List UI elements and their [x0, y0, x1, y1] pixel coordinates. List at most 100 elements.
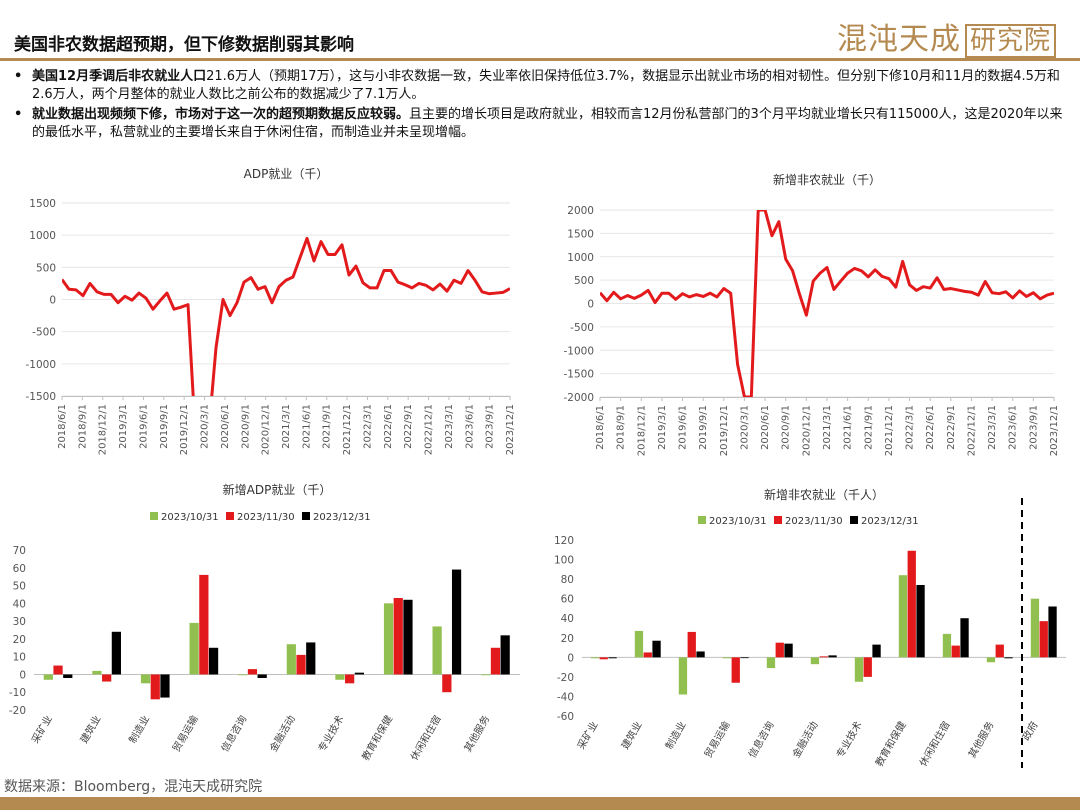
- bar: [687, 631, 696, 658]
- bar: [189, 622, 199, 675]
- category-label: 专业技术: [833, 719, 864, 760]
- y-tick-label: 50: [13, 581, 26, 593]
- bar: [306, 642, 316, 675]
- y-tick-label: 40: [561, 613, 574, 625]
- y-tick-label: -20: [557, 672, 574, 684]
- series-line: [600, 210, 1054, 397]
- x-tick-label: 2023/9/1: [485, 404, 496, 449]
- brand-logo: 混沌天成 研究院: [837, 14, 1056, 58]
- y-tick-label: 20: [13, 634, 26, 646]
- adp-line-chart: ADP就业（千） 1500 1000 500 0 -500 -1000 -1500 2018/6…: [0, 160, 530, 460]
- bottom-bar: [0, 797, 1080, 810]
- legend-swatch: [302, 512, 310, 520]
- legend-swatch: [226, 512, 234, 520]
- category-label: 采矿业: [574, 719, 600, 751]
- y-tick-label: 0: [19, 669, 26, 681]
- category-label: 教育和保健: [359, 713, 395, 763]
- category-label: 专业技术: [315, 713, 346, 754]
- bar: [643, 652, 652, 658]
- y-tick-label: -1000: [563, 345, 594, 357]
- y-tick-label: -10: [9, 687, 26, 699]
- x-tick-label: 2020/12/1: [801, 405, 812, 456]
- y-tick-label: -1500: [25, 391, 56, 403]
- x-tick-label: 2021/9/1: [322, 404, 333, 449]
- x-tick-label: 2023/3/1: [987, 405, 998, 450]
- bar: [775, 642, 784, 658]
- bar: [986, 657, 996, 663]
- y-tick-label: 500: [574, 275, 594, 287]
- y-tick-label: -500: [570, 322, 594, 334]
- bar: [599, 657, 608, 660]
- bar: [608, 657, 617, 659]
- legend-label: 2023/10/31: [161, 512, 219, 523]
- legend-swatch: [774, 516, 782, 524]
- bar: [451, 569, 462, 675]
- bar: [432, 626, 442, 675]
- x-tick-label: 2018/6/1: [57, 404, 68, 449]
- y-tick-label: 1500: [29, 198, 56, 210]
- bar: [907, 550, 916, 658]
- bar: [286, 644, 296, 675]
- category-label: 建筑业: [77, 713, 103, 745]
- chart-title: 新增非农就业（千）: [773, 172, 881, 187]
- category-label: 建筑业: [618, 719, 644, 751]
- bullet-lead: 就业数据出现频频下修，市场对于这一次的超预期数据反应较弱。: [32, 107, 410, 122]
- category-label: 采矿业: [29, 713, 55, 745]
- bar: [92, 670, 102, 675]
- y-tick-label: -2000: [563, 392, 594, 404]
- x-tick-label: 2021/3/1: [822, 405, 833, 450]
- bullet-item: 美国12月季调后非农就业人口21.6万人（预期17万），这与小非农数据一致，失业…: [10, 68, 1072, 103]
- y-tick-label: -60: [557, 711, 574, 723]
- category-label: 休闲和住宿: [916, 719, 952, 769]
- x-tick-label: 2022/9/1: [946, 405, 957, 450]
- bar-chart-svg: 新增非农就业（千人） 2023/10/31 2023/11/30 2023/12/31…: [554, 487, 1066, 769]
- bar: [354, 672, 364, 675]
- x-tick-label: 2021/12/1: [884, 405, 895, 456]
- x-tick-label: 2019/3/1: [657, 405, 668, 450]
- logo-text: 混沌天成: [836, 22, 961, 57]
- y-tick-label: 70: [13, 545, 26, 557]
- bar: [208, 647, 219, 675]
- bar-chart-svg: 新增ADP就业（千） 2023/10/31 2023/11/30 2023/12/31…: [9, 482, 520, 763]
- bar: [960, 618, 969, 658]
- logo-box-text: 研究院: [964, 24, 1056, 58]
- x-tick-label: 2019/12/1: [179, 404, 190, 455]
- bar: [403, 599, 413, 675]
- x-tick-label: 2023/3/1: [444, 404, 455, 449]
- x-tick-label: 2023/9/1: [1028, 405, 1039, 450]
- legend-swatch: [150, 512, 158, 520]
- nonfarm-line-chart: 新增非农就业（千） 2000 1500 1000 500 0 -500 -1000 -1500 -…: [540, 160, 1070, 460]
- category-label: 教育和保健: [872, 719, 908, 769]
- bar: [854, 657, 864, 682]
- bar: [1030, 598, 1040, 658]
- category-label: 制造业: [662, 719, 688, 751]
- category-label: 信息咨询: [745, 719, 776, 760]
- y-tick-label: 120: [554, 535, 574, 547]
- bar: [995, 644, 1004, 658]
- x-tick-label: 2020/3/1: [200, 404, 211, 449]
- title-divider: [0, 58, 1080, 61]
- bar: [784, 643, 793, 658]
- nonfarm-sector-bar-chart: 新增非农就业（千人） 2023/10/31 2023/11/30 2023/12/31…: [540, 478, 1070, 778]
- bar: [296, 654, 306, 675]
- bar: [102, 674, 112, 682]
- y-tick-label: 0: [49, 295, 56, 307]
- bar: [238, 674, 248, 676]
- category-label: 金融活动: [789, 719, 820, 760]
- bar: [951, 645, 960, 658]
- x-tick-label: 2019/6/1: [678, 405, 689, 450]
- x-tick-label: 2023/6/1: [464, 404, 475, 449]
- y-tick-label: -500: [32, 327, 56, 339]
- bar: [247, 669, 258, 675]
- bar: [1004, 657, 1013, 659]
- chart-title: ADP就业（千）: [244, 167, 329, 181]
- x-tick-label: 2019/9/1: [159, 404, 170, 449]
- bar: [160, 674, 170, 698]
- x-tick-label: 2019/6/1: [138, 404, 149, 449]
- bar: [872, 644, 881, 658]
- bar: [810, 657, 820, 665]
- legend-swatch: [698, 516, 706, 524]
- bar: [731, 657, 740, 683]
- bar: [140, 674, 151, 684]
- bar: [942, 633, 952, 658]
